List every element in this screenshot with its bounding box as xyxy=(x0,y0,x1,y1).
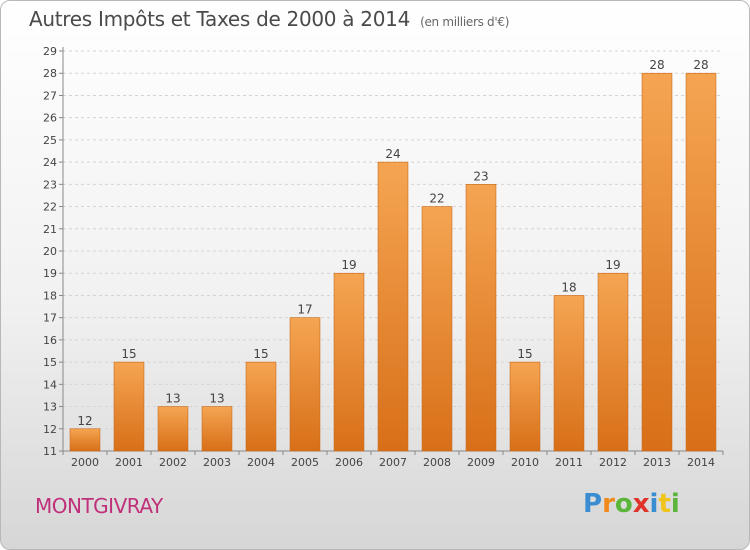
data-label: 23 xyxy=(473,169,488,183)
data-label: 19 xyxy=(605,258,620,272)
x-tick-label: 2009 xyxy=(467,456,495,469)
bar-2001 xyxy=(113,361,145,452)
data-label: 13 xyxy=(209,392,224,406)
data-label: 13 xyxy=(165,392,180,406)
bar-2010 xyxy=(509,361,541,452)
data-label: 18 xyxy=(561,280,576,294)
y-tick-label: 22 xyxy=(43,201,57,214)
y-tick-label: 27 xyxy=(43,89,57,102)
data-label: 15 xyxy=(121,347,136,361)
y-tick-label: 19 xyxy=(43,267,57,280)
x-tick-label: 2002 xyxy=(159,456,187,469)
x-tick-label: 2013 xyxy=(643,456,671,469)
proxiti-logo[interactable]: Proxiti xyxy=(583,489,680,519)
y-tick-label: 29 xyxy=(43,45,57,58)
x-tick-label: 2005 xyxy=(291,456,319,469)
data-label: 28 xyxy=(649,58,664,72)
x-tick-label: 2012 xyxy=(599,456,627,469)
logo-letter: P xyxy=(583,489,603,519)
y-tick-label: 17 xyxy=(43,312,57,325)
x-tick-label: 2007 xyxy=(379,456,407,469)
data-label: 12 xyxy=(77,414,92,428)
x-tick-label: 2006 xyxy=(335,456,363,469)
logo-letter: t xyxy=(658,489,671,519)
y-tick-label: 12 xyxy=(43,423,57,436)
y-tick-label: 26 xyxy=(43,112,57,125)
logo-letter: i xyxy=(670,489,680,519)
x-tick-label: 2001 xyxy=(115,456,143,469)
bar-2012 xyxy=(597,272,629,452)
x-tick-label: 2011 xyxy=(555,456,583,469)
bar-2006 xyxy=(333,272,365,452)
x-tick-label: 2004 xyxy=(247,456,275,469)
data-label: 19 xyxy=(341,258,356,272)
chart-title: Autres Impôts et Taxes de 2000 à 2014 (e… xyxy=(29,7,509,31)
x-tick-label: 2008 xyxy=(423,456,451,469)
bar-2009 xyxy=(465,184,497,452)
logo-letter: r xyxy=(602,489,615,519)
logo-letter: o xyxy=(614,489,633,519)
y-tick-label: 15 xyxy=(43,356,57,369)
bar-2011 xyxy=(553,295,585,452)
y-tick-label: 24 xyxy=(43,156,57,169)
bar-2003 xyxy=(201,406,233,452)
y-tick-label: 21 xyxy=(43,223,57,236)
bar-2002 xyxy=(157,406,189,452)
bar-2004 xyxy=(245,361,277,452)
x-tick-label: 2010 xyxy=(511,456,539,469)
commune-name: MONTGIVRAY xyxy=(35,494,163,518)
chart-title-text: Autres Impôts et Taxes de 2000 à 2014 xyxy=(29,7,410,31)
axes: 11 12 13 14 15 16 17 18 19 20 21 22 23 24 25 26 27 28 29 xyxy=(43,45,724,458)
y-tick-label: 11 xyxy=(43,445,57,458)
x-tick-label: 2003 xyxy=(203,456,231,469)
logo-letter: x xyxy=(632,489,650,519)
y-tick-label: 25 xyxy=(43,134,57,147)
bar-2000 xyxy=(69,428,101,452)
data-label: 17 xyxy=(297,303,312,317)
logo-letter: i xyxy=(649,489,659,519)
labels: 2000 12 2001 15 2002 13 2003 13 2004 15 2005 17 2006… xyxy=(71,58,715,469)
data-label: 28 xyxy=(693,58,708,72)
y-tick-label: 20 xyxy=(43,245,57,258)
bars xyxy=(69,72,717,452)
x-tick-label: 2000 xyxy=(71,456,99,469)
bar-2014 xyxy=(685,72,717,452)
y-tick-label: 18 xyxy=(43,289,57,302)
y-tick-label: 23 xyxy=(43,178,57,191)
y-tick-label: 14 xyxy=(43,378,57,391)
bar-2013 xyxy=(641,72,673,452)
bar-2005 xyxy=(289,317,321,452)
data-label: 15 xyxy=(517,347,532,361)
y-tick-label: 28 xyxy=(43,67,57,80)
data-label: 15 xyxy=(253,347,268,361)
y-tick-label: 13 xyxy=(43,401,57,414)
data-label: 22 xyxy=(429,192,444,206)
y-tick-label: 16 xyxy=(43,334,57,347)
bar-2007 xyxy=(377,161,409,452)
chart-unit: (en milliers d'€) xyxy=(420,15,510,29)
data-label: 24 xyxy=(385,147,400,161)
bar-2008 xyxy=(421,206,453,452)
x-tick-label: 2014 xyxy=(687,456,715,469)
